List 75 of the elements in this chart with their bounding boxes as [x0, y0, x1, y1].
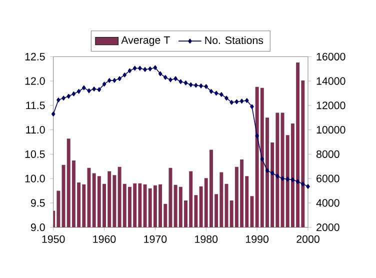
- point: [51, 112, 56, 116]
- point: [128, 68, 132, 74]
- point: [220, 92, 224, 97]
- point: [280, 176, 284, 181]
- point: [290, 177, 295, 182]
- point: [286, 176, 290, 182]
- point: [199, 84, 203, 88]
- legend-label: No. Stations: [205, 36, 264, 44]
- point: [255, 133, 259, 138]
- y2-tick-label: 6000: [316, 174, 340, 182]
- point: [184, 80, 188, 86]
- point: [234, 99, 239, 104]
- y2-tick-label: 12000: [316, 102, 346, 110]
- point: [112, 78, 116, 83]
- point: [143, 67, 147, 72]
- point: [163, 74, 168, 80]
- point: [214, 90, 218, 96]
- y-tick-label: 9.0: [30, 224, 45, 232]
- x-tick-label: 1990: [246, 235, 269, 243]
- y-tick-label: 11.5: [26, 102, 45, 110]
- point: [102, 82, 106, 86]
- x-tick-label: 1960: [93, 235, 116, 243]
- point: [66, 94, 71, 99]
- y2-tick-label: 8000: [316, 150, 340, 158]
- point: [87, 88, 91, 94]
- point: [188, 82, 193, 88]
- y-tick-label: 12.0: [25, 77, 45, 85]
- point: [260, 156, 264, 162]
- point: [224, 96, 228, 101]
- y2-tick-label: 10000: [316, 126, 346, 134]
- point: [209, 89, 214, 94]
- point: [62, 96, 66, 101]
- point: [118, 76, 122, 82]
- point: [158, 71, 162, 76]
- point: [97, 87, 102, 92]
- point: [122, 72, 127, 78]
- x-tick-label: 1950: [42, 235, 65, 243]
- point: [244, 98, 249, 103]
- point: [204, 84, 208, 89]
- point: [92, 86, 96, 92]
- point: [265, 168, 270, 174]
- point: [76, 89, 81, 94]
- point: [82, 85, 86, 90]
- point: [240, 98, 244, 104]
- y-tick-label: 12.5: [25, 52, 45, 60]
- point: [301, 182, 305, 186]
- point: [178, 79, 183, 84]
- point: [107, 78, 112, 83]
- y-tick-label: 10.0: [25, 174, 45, 182]
- y-tick-label: 10.5: [25, 150, 45, 158]
- point: [153, 65, 158, 70]
- x-tick-label: 1970: [144, 235, 167, 243]
- point: [230, 100, 234, 105]
- point: [138, 66, 142, 71]
- point: [56, 98, 60, 102]
- legend-label: Average T: [121, 36, 170, 46]
- y-tick-label: 11.0: [26, 126, 45, 134]
- point: [276, 174, 280, 179]
- point: [132, 66, 137, 71]
- y2-tick-label: 2000: [316, 224, 340, 232]
- point: [72, 91, 76, 96]
- y2-tick-label: 4000: [316, 199, 340, 207]
- point: [148, 66, 152, 72]
- point: [250, 104, 254, 110]
- point: [270, 170, 274, 176]
- point: [174, 76, 178, 82]
- x-tick-label: 2000: [296, 235, 320, 243]
- y2-tick-label: 16000: [316, 52, 346, 60]
- point: [296, 179, 300, 184]
- point: [168, 77, 172, 82]
- point: [306, 184, 310, 189]
- point: [194, 82, 198, 88]
- x-tick-label: 1980: [195, 235, 218, 243]
- y2-tick-label: 14000: [316, 77, 346, 85]
- y-tick-label: 9.5: [30, 199, 45, 207]
